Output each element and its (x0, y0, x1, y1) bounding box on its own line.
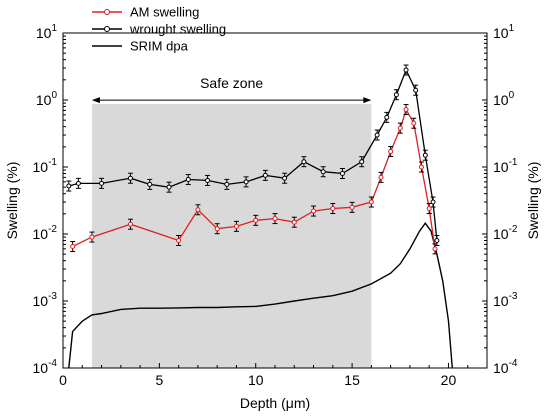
data-point (388, 149, 394, 155)
x-tick-label: 5 (155, 372, 163, 388)
y-tick-label-left: 100 (36, 90, 58, 108)
series-layer (66, 64, 453, 369)
legend-marker (104, 26, 110, 32)
x-tick-label: 20 (441, 372, 457, 388)
data-point (418, 164, 424, 170)
data-point (224, 181, 230, 187)
data-point (339, 170, 345, 176)
legend-item: SRIM dpa (92, 39, 189, 54)
x-tick-label: 15 (344, 372, 360, 388)
x-tick-label: 10 (248, 372, 264, 388)
data-point (397, 125, 403, 131)
data-point (195, 207, 201, 213)
data-point (301, 159, 307, 165)
y-tick-label-right: 10-1 (493, 157, 518, 175)
data-point (233, 223, 239, 229)
data-point (378, 174, 384, 180)
data-point (127, 175, 133, 181)
safe-zone-arrowhead-left (91, 97, 100, 104)
legend-item: wrought swelling (92, 22, 226, 37)
series-wrought-swelling (66, 64, 440, 246)
legend-label: AM swelling (130, 5, 199, 20)
data-point (411, 120, 417, 126)
legend-item: AM swelling (92, 5, 199, 20)
safe-zone-label: Safe zone (200, 75, 263, 91)
y-axis-title-right: Swelling (%) (525, 162, 541, 240)
data-point (291, 219, 297, 225)
legend: AM swelling wrought swelling SRIM dpa (92, 5, 226, 54)
data-point (430, 199, 436, 205)
y-axis-title-left: Swelling (%) (4, 162, 20, 240)
data-point (205, 177, 211, 183)
data-point (403, 67, 409, 73)
data-point (359, 159, 365, 165)
data-point (393, 92, 399, 98)
y-tick-label-right: 10-3 (493, 291, 518, 309)
data-point (70, 244, 76, 250)
y-tick-label-left: 10-4 (33, 358, 58, 376)
x-tick-label: 0 (59, 372, 67, 388)
series-line (72, 107, 436, 249)
data-point (185, 177, 191, 183)
series-am-swelling (70, 104, 438, 255)
data-point (176, 237, 182, 243)
data-point (368, 199, 374, 205)
data-point (127, 221, 133, 227)
data-point (214, 226, 220, 232)
x-axis-title: Depth (μm) (240, 395, 310, 411)
y-tick-label-right: 10-2 (493, 224, 518, 242)
data-point (374, 132, 380, 138)
data-point (349, 204, 355, 210)
series-line (68, 68, 438, 241)
data-point (272, 216, 278, 222)
safe-zone-annotation: Safe zone (91, 75, 372, 104)
data-point (147, 181, 153, 187)
data-point (166, 184, 172, 190)
data-point (330, 206, 336, 212)
data-point (66, 183, 72, 189)
data-point (253, 217, 259, 223)
data-point (432, 246, 438, 252)
legend-label: wrought swelling (129, 22, 226, 37)
data-point (434, 237, 440, 243)
data-point (89, 234, 95, 240)
data-point (422, 152, 428, 158)
axis-ticks: 0 5 10 15 20 101 101 100 100 10-1 10-1 10-2 10-2 10-3… (33, 23, 518, 388)
y-tick-label-right: 101 (493, 23, 515, 41)
series-srim-dpa (68, 222, 453, 369)
data-point (282, 175, 288, 181)
data-point (311, 208, 317, 214)
y-tick-label-left: 10-2 (33, 224, 58, 242)
y-tick-label-right: 10-4 (493, 358, 518, 376)
legend-marker (104, 9, 110, 15)
y-tick-label-left: 101 (36, 23, 58, 41)
y-tick-label-left: 10-1 (33, 157, 58, 175)
series-line (68, 222, 453, 369)
safe-zone-region (91, 104, 372, 369)
data-point (426, 206, 432, 212)
data-point (75, 180, 81, 186)
safe-zone-arrowhead-right (363, 97, 372, 104)
data-point (262, 172, 268, 178)
legend-label: SRIM dpa (130, 39, 189, 54)
y-tick-label-left: 10-3 (33, 291, 58, 309)
data-point (403, 107, 409, 113)
data-point (320, 169, 326, 175)
y-tick-label-right: 100 (493, 90, 515, 108)
data-point (384, 114, 390, 120)
data-point (99, 180, 105, 186)
data-point (243, 179, 249, 185)
data-point (413, 87, 419, 93)
